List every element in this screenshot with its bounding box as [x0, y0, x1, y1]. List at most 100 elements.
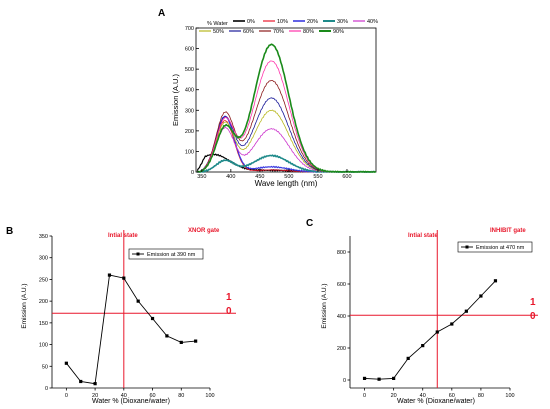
panel-b-state-label: Intial state — [108, 233, 138, 239]
data-point — [93, 382, 97, 386]
ytick-label: 350 — [39, 234, 48, 240]
xtick-label: 20 — [92, 393, 98, 399]
xtick-label: 20 — [391, 393, 397, 399]
data-point — [107, 273, 112, 277]
xtick-label: 60 — [149, 393, 155, 399]
panel-a: A 350 400 450 500 550 600 0 100 200 300 400 500 600 7… — [158, 8, 378, 188]
panel-b-letter: B — [6, 226, 13, 237]
spectrum-line-0pct — [196, 153, 377, 173]
legend-entry: Emission at 390 nm — [147, 252, 196, 258]
panel-a-letter: A — [158, 8, 165, 19]
legend-entry: 80% — [303, 29, 314, 35]
xtick-label: 60 — [449, 393, 455, 399]
panel-c-letter: C — [306, 218, 313, 229]
panel-b-ylabel: Emission (A.U.) — [21, 283, 28, 328]
panel-b: B 0 20 40 60 80 100 0 50 100 150 200 250 300 350 Inti… — [6, 226, 236, 405]
legend-entry: 0% — [247, 19, 255, 25]
panel-a-legend: % Water 0% 10% 20% 30% 40% 50% 60% 70% 80% 90% — [199, 19, 378, 35]
panel-a-ytick-label: 200 — [185, 129, 194, 135]
data-point — [179, 340, 183, 344]
ytick-label: 50 — [42, 364, 48, 370]
panel-a-xlabel: Wave length (nm) — [255, 179, 318, 188]
legend-entry: 70% — [273, 29, 284, 35]
data-point — [362, 376, 367, 380]
panel-a-ytick-label: 700 — [185, 26, 194, 32]
ytick-label: 0 — [343, 378, 346, 384]
panel-a-xtick-label: 500 — [284, 174, 293, 180]
data-point — [194, 339, 198, 343]
xtick-label: 40 — [121, 393, 127, 399]
xtick-label: 100 — [505, 393, 514, 399]
legend-entry: 50% — [213, 29, 224, 35]
data-point — [493, 279, 498, 283]
legend-entry: 10% — [277, 19, 288, 25]
data-point — [79, 379, 83, 384]
panel-c-legend: Emission at 470 nm — [457, 241, 533, 253]
legend-entry: 60% — [243, 29, 254, 35]
ytick-label: 0 — [45, 386, 48, 392]
panel-a-ytick-label: 600 — [185, 47, 194, 53]
legend-box — [128, 248, 204, 260]
legend-box — [457, 241, 533, 253]
ytick-label: 200 — [337, 346, 346, 352]
legend-marker — [136, 252, 140, 256]
ytick-label: 800 — [337, 250, 346, 256]
panel-c-label-one: 1 — [530, 297, 536, 308]
ytick-label: 100 — [39, 343, 48, 349]
panel-b-label-one: 1 — [226, 292, 232, 303]
panel-b-legend: Emission at 390 nm — [128, 248, 204, 260]
ytick-label: 150 — [39, 321, 48, 327]
legend-entry: 90% — [333, 29, 344, 35]
ytick-label: 250 — [39, 277, 48, 283]
legend-entry: 20% — [307, 19, 318, 25]
data-point — [392, 376, 396, 380]
xtick-label: 80 — [478, 393, 484, 399]
data-point — [377, 377, 381, 381]
spectrum-line-20pct — [197, 115, 377, 173]
data-point — [136, 299, 140, 303]
panel-c-label-zero: 0 — [530, 311, 536, 322]
data-point — [150, 316, 155, 321]
panel-a-ytick-label: 500 — [185, 67, 194, 73]
panel-b-xlabel: Water % (Dioxane/water) — [92, 398, 170, 405]
data-point — [464, 309, 468, 313]
panel-a-series — [196, 43, 377, 174]
panel-a-xtick-label: 550 — [313, 174, 322, 180]
panel-a-ytick-label: 0 — [191, 170, 194, 176]
legend-entry: 40% — [367, 19, 378, 25]
data-point — [64, 361, 68, 365]
panel-a-ytick-label: 400 — [185, 88, 194, 94]
xtick-label: 0 — [65, 393, 68, 399]
ytick-label: 200 — [39, 299, 48, 305]
data-point — [479, 294, 483, 298]
panel-c-ylabel: Emission (A.U.) — [321, 283, 328, 328]
panel-c-xlabel: Water % (Dioxane/water) — [397, 398, 475, 405]
ytick-label: 600 — [337, 282, 346, 288]
panel-c-state-label: Intial state — [408, 233, 438, 239]
data-point — [406, 356, 410, 360]
emission-line — [364, 280, 496, 380]
spectrum-line-90pct — [196, 43, 377, 173]
ytick-label: 400 — [337, 314, 346, 320]
legend-marker — [465, 245, 469, 249]
legend-entry: Emission at 470 nm — [476, 245, 525, 251]
panel-c: C 0 20 40 60 80 100 0 200 400 600 800 Intial state… — [306, 218, 538, 405]
panel-c-gate-label: INHIBIT gate — [490, 228, 526, 234]
ytick-label: 300 — [39, 256, 48, 262]
legend-entry: 30% — [337, 19, 348, 25]
panel-a-frame — [195, 27, 377, 173]
data-point — [122, 276, 126, 280]
panel-b-gate-label: XNOR gate — [188, 228, 220, 234]
panel-a-xtick-label: 600 — [342, 174, 351, 180]
xtick-label: 0 — [363, 393, 366, 399]
data-point — [450, 322, 454, 326]
spectrum-line-40pct — [197, 126, 377, 173]
panel-a-xtick-label: 450 — [255, 174, 264, 180]
legend-title: % Water — [207, 21, 228, 27]
data-point — [435, 330, 439, 334]
xtick-label: 40 — [420, 393, 426, 399]
panel-a-ylabel: Emission (A.U.) — [171, 73, 180, 126]
xtick-label: 80 — [178, 393, 184, 399]
data-point — [421, 344, 425, 348]
